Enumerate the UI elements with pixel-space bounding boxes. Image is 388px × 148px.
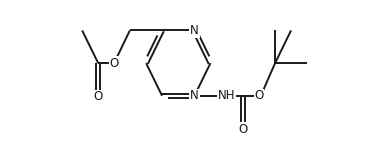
Text: O: O [238,123,248,136]
Text: NH: NH [218,89,236,102]
Text: N: N [190,89,199,102]
Text: O: O [109,57,119,70]
Text: O: O [254,89,263,102]
Text: O: O [94,90,103,103]
Text: N: N [190,24,199,37]
